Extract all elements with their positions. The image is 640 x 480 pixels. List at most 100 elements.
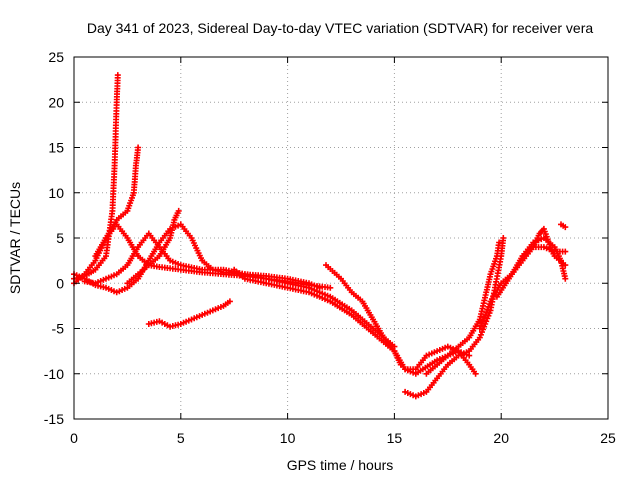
data-point [382,336,385,339]
data-point [467,363,471,366]
data-point [126,282,129,285]
data-point [446,363,449,366]
data-point [228,300,232,303]
data-point [435,377,439,380]
data-point [158,245,161,249]
data-point [553,245,556,249]
x-tick-label: 15 [387,430,403,446]
data-point [457,345,460,348]
data-point [179,263,182,267]
y-axis-label: SDTVAR / TECUs [7,182,23,294]
data-point [265,274,268,278]
series-arc-d [92,144,142,260]
data-point [350,313,353,317]
data-point [467,336,471,339]
data-point [243,277,247,280]
series-arc-i [323,262,404,368]
data-point [329,286,332,289]
x-tick-label: 5 [177,430,185,446]
data-point [559,223,563,226]
data-point [497,241,501,244]
data-point [399,363,403,366]
data-point [371,318,375,321]
data-point [532,245,535,249]
data-point [104,254,108,258]
data-point [500,282,503,285]
x-axis-label: GPS time / hours [287,457,394,473]
data-point [104,286,108,289]
data-point [94,259,97,262]
y-tick-label: 25 [48,49,64,65]
data-point [168,236,172,240]
x-tick-label: 0 [70,430,78,446]
data-point [132,191,136,194]
data-point [435,358,439,362]
x-tick-labels: 0 5 10 15 20 25 [70,430,616,446]
y-tick-label: 20 [48,94,64,110]
data-point [94,282,97,285]
data-point [158,265,161,269]
marker-trace [323,262,404,368]
data-point [350,291,353,294]
data-point [446,345,449,348]
chart-title: Day 341 of 2023, Sidereal Day-to-day VTE… [87,20,593,36]
data-point [158,254,161,258]
data-point [116,73,119,77]
data-point [115,101,118,104]
data-point [168,259,172,262]
data-point [371,331,375,335]
data-point [478,327,482,330]
y-tick-label: 10 [48,185,64,201]
data-point [457,349,460,353]
data-point [147,263,150,267]
marker-trace [92,144,142,260]
data-point [435,363,439,366]
series-arc-o [519,244,569,260]
data-point [559,259,563,262]
data-point [542,227,546,231]
data-point [521,254,524,258]
data-point [307,282,311,285]
data-point [553,250,556,253]
data-point [200,259,204,262]
data-point [126,209,129,213]
data-point [286,282,289,285]
series-arc-e [81,230,323,291]
series-arc-l [423,239,503,377]
data-point [414,395,417,398]
data-point [222,268,225,271]
series-arc-m [476,225,569,332]
data-point [136,277,140,280]
data-point [147,232,150,235]
data-point [564,277,567,280]
data-point [414,372,417,375]
data-point [329,295,332,299]
data-point [485,291,488,294]
x-tick-label: 25 [600,430,616,446]
data-point [158,320,161,323]
y-tick-label: 15 [48,140,64,156]
y-tick-label: 5 [56,230,64,246]
data-point [233,268,236,271]
data-point [403,368,407,371]
y-tick-labels: -15 -10 -5 0 5 10 15 20 25 [44,49,64,427]
data-point [136,245,140,249]
data-point [115,291,118,294]
data-point [553,254,556,258]
data-point [532,241,535,244]
series-arc-n [493,235,569,300]
axis-ticks [73,56,609,420]
data-point [502,236,505,240]
data-point [425,372,428,375]
data-point [318,286,321,289]
data-point [500,254,503,258]
data-point [478,336,482,339]
data-point [425,390,428,394]
data-point [393,349,396,353]
data-point [495,295,499,299]
data-point [126,286,129,289]
series-arc-g [145,298,233,330]
series-arc-f [124,207,182,287]
data-point [474,372,477,375]
data-point [111,209,114,213]
